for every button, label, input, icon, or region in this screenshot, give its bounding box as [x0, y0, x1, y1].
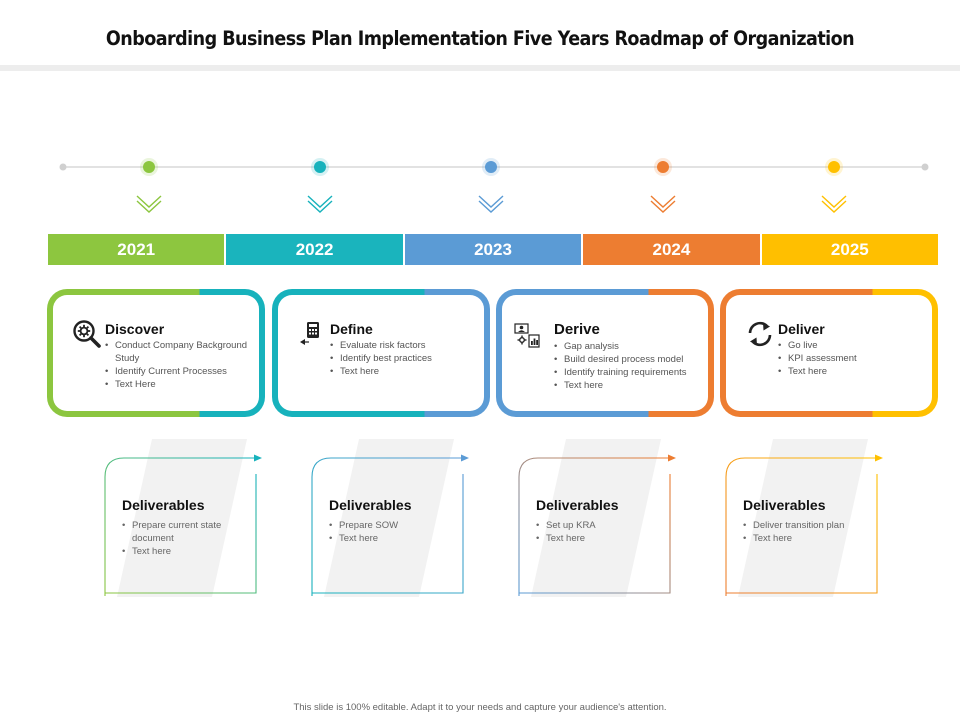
- phase-title: Deliver: [778, 321, 825, 337]
- deliverables-title: Deliverables: [122, 497, 205, 513]
- phase-items: Conduct Company Background Study Identif…: [105, 339, 249, 391]
- frame-bottom-right: [519, 474, 671, 594]
- watermark-slash: [324, 439, 454, 597]
- phase-card-body: Deliver Go live KPI assessment Text here: [726, 295, 932, 411]
- phase-item: Text here: [554, 379, 698, 392]
- timeline-marker-2025: [828, 161, 840, 173]
- phase-title: Define: [330, 321, 373, 337]
- slide-title: Onboarding Business Plan Implementation …: [105, 27, 855, 50]
- phase-item: Text here: [330, 365, 474, 378]
- title-divider: [0, 65, 960, 71]
- phase-card-body: Discover Conduct Company Background Stud…: [53, 295, 259, 411]
- deliverables-title: Deliverables: [743, 497, 826, 513]
- deliverables-items: Prepare current state document Text here: [122, 519, 247, 558]
- chevron-down-icon: [821, 200, 847, 213]
- chevron-down-icon: [478, 195, 504, 208]
- phase-item: Go live: [778, 339, 922, 352]
- deliverable-item: Prepare SOW: [329, 519, 454, 532]
- refresh-arrows-icon: [748, 321, 772, 347]
- phase-item: Conduct Company Background Study: [105, 339, 249, 365]
- phase-item: KPI assessment: [778, 352, 922, 365]
- deliverables-title: Deliverables: [536, 497, 619, 513]
- year-bar: 2021 2022 2023 2024 2025: [48, 234, 939, 265]
- year-segment-2021: 2021: [48, 234, 227, 265]
- timeline-marker-2021: [143, 161, 155, 173]
- timeline: [59, 158, 929, 213]
- chevron-down-icon: [307, 200, 333, 213]
- chevron-down-icon: [650, 195, 676, 208]
- deliverable-item: Text here: [743, 532, 868, 545]
- deliverables-title: Deliverables: [329, 497, 412, 513]
- phase-card-body: Define Evaluate risk factors Identify be…: [278, 295, 484, 411]
- frame-bottom-right: [312, 474, 464, 594]
- year-segment-2025: 2025: [761, 234, 939, 265]
- phase-items: Gap analysis Build desired process model…: [554, 340, 698, 392]
- watermark-slash: [738, 439, 868, 597]
- magnifier-gear-icon: [73, 320, 101, 348]
- chevron-down-icon: [136, 195, 162, 208]
- phase-card-define: Define Evaluate risk factors Identify be…: [272, 289, 490, 417]
- phase-title: Discover: [105, 321, 165, 337]
- timeline-marker-2022: [314, 161, 326, 173]
- footer-note: This slide is 100% editable. Adapt it to…: [293, 702, 667, 713]
- chevron-down-icon: [136, 200, 162, 213]
- deliverable-item: Set up KRA: [536, 519, 661, 532]
- phase-items: Evaluate risk factors Identify best prac…: [330, 339, 474, 378]
- frame-bottom-right: [105, 474, 257, 594]
- chart-settings-icon: [514, 323, 540, 348]
- phase-card-derive: Derive Gap analysis Build desired proces…: [496, 289, 714, 417]
- deliverable-item: Text here: [329, 532, 454, 545]
- year-segment-2024: 2024: [583, 234, 762, 265]
- deliverables-frame: [311, 439, 469, 597]
- timeline-endpoint-right: [921, 163, 929, 171]
- deliverables-frame: [725, 439, 883, 597]
- deliverable-item: Text here: [122, 545, 247, 558]
- phase-items: Go live KPI assessment Text here: [778, 339, 922, 378]
- phase-item: Identify training requirements: [554, 366, 698, 379]
- deliverable-item: Prepare current state document: [122, 519, 247, 545]
- deliverable-item: Text here: [536, 532, 661, 545]
- frame-arrow-head: [668, 454, 676, 462]
- frame-arrow-head: [254, 454, 262, 462]
- phase-item: Text Here: [105, 378, 249, 391]
- chevron-down-icon: [821, 195, 847, 208]
- timeline-marker-2023: [485, 161, 497, 173]
- phase-card-deliver: Deliver Go live KPI assessment Text here: [720, 289, 938, 417]
- frame-top-left: [104, 457, 254, 596]
- deliverables-items: Set up KRA Text here: [536, 519, 661, 545]
- frame-top-left: [725, 457, 875, 596]
- frame-top-left: [518, 457, 668, 596]
- phase-item: Evaluate risk factors: [330, 339, 474, 352]
- deliverables-card-4: Deliverables Deliver transition plan Tex…: [725, 439, 885, 597]
- chevron-down-icon: [307, 195, 333, 208]
- chevron-down-icon: [478, 200, 504, 213]
- deliverables-card-1: Deliverables Prepare current state docum…: [104, 439, 264, 597]
- deliverables-frame: [518, 439, 676, 597]
- phase-item: Gap analysis: [554, 340, 698, 353]
- phase-card-body: Derive Gap analysis Build desired proces…: [502, 295, 708, 411]
- year-segment-2022: 2022: [226, 234, 405, 265]
- calculator-presentation-icon: [300, 322, 319, 345]
- frame-top-left: [311, 457, 461, 596]
- phase-item: Text here: [778, 365, 922, 378]
- deliverables-items: Deliver transition plan Text here: [743, 519, 868, 545]
- deliverables-card-3: Deliverables Set up KRA Text here: [518, 439, 678, 597]
- deliverables-items: Prepare SOW Text here: [329, 519, 454, 545]
- frame-arrow-head: [461, 454, 469, 462]
- phase-title: Derive: [554, 321, 600, 338]
- phase-item: Identify Current Processes: [105, 365, 249, 378]
- chevron-down-icon: [650, 200, 676, 213]
- deliverables-card-2: Deliverables Prepare SOW Text here: [311, 439, 471, 597]
- timeline-marker-2024: [657, 161, 669, 173]
- deliverable-item: Deliver transition plan: [743, 519, 868, 532]
- phase-card-discover: Discover Conduct Company Background Stud…: [47, 289, 265, 417]
- watermark-slash: [531, 439, 661, 597]
- frame-bottom-right: [726, 474, 878, 594]
- timeline-endpoint-left: [59, 163, 67, 171]
- phase-item: Build desired process model: [554, 353, 698, 366]
- frame-arrow-head: [875, 454, 883, 462]
- phase-item: Identify best practices: [330, 352, 474, 365]
- year-segment-2023: 2023: [404, 234, 584, 265]
